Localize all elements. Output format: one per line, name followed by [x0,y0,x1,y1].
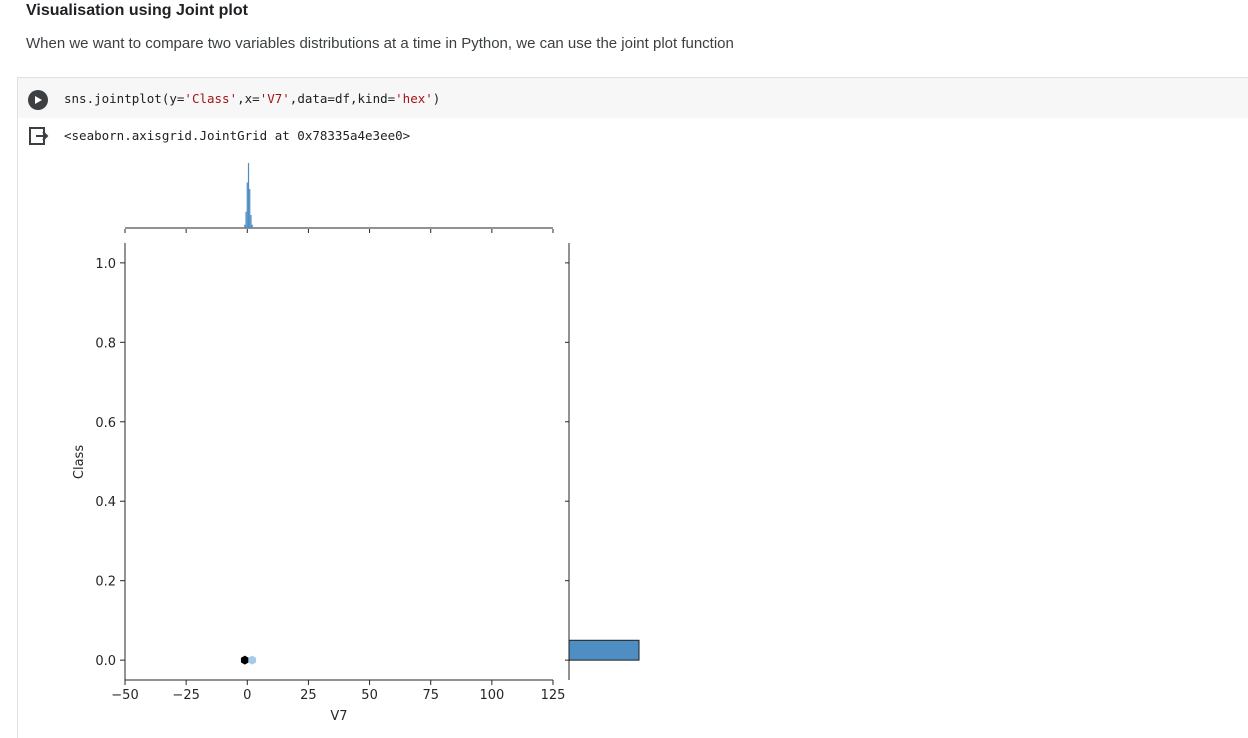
code-token: ,x= [237,91,260,106]
y-tick-label: 0.6 [95,416,116,431]
marginal-x-bar [250,215,252,228]
y-tick-label: 0.2 [95,575,116,590]
cell-output-text: <seaborn.axisgrid.JointGrid at 0x78335a4… [64,128,411,143]
section-description: When we want to compare two variables di… [26,35,734,52]
marginal-x-bar [251,224,253,228]
x-tick-label: 100 [479,688,504,703]
x-tick-label: 75 [422,688,439,703]
code-token: sns.jointplot(y= [64,91,185,106]
y-axis-label: Class [72,445,87,479]
marginal-y-bar [568,639,640,661]
code-cell: sns.jointplot(y='Class',x='V7',data=df,k… [17,77,1248,738]
x-tick-label: 0 [243,688,251,703]
code-input-row[interactable]: sns.jointplot(y='Class',x='V7',data=df,k… [18,78,1248,118]
code-token: ,data=df,kind= [289,91,396,106]
code-string: 'hex' [395,91,433,106]
marginal-x-bar [246,182,248,228]
output-options-icon[interactable] [28,125,50,147]
code-string: 'Class' [184,91,238,106]
section-heading: Visualisation using Joint plot [26,2,248,19]
y-tick-label: 0.4 [95,495,116,510]
x-tick-label: 125 [541,688,566,703]
hexbin-cell [240,655,249,665]
marginal-x-bar [249,189,251,228]
marginal-x-bar [245,211,247,228]
x-tick-label: −50 [111,688,138,703]
code-string: 'V7' [259,91,290,106]
x-tick-label: 25 [300,688,317,703]
marginal-x-bar [247,163,250,228]
code-text[interactable]: sns.jointplot(y='Class',x='V7',data=df,k… [64,91,440,106]
y-tick-label: 1.0 [95,257,116,272]
x-tick-label: 50 [361,688,378,703]
y-tick-label: 0.8 [95,336,116,351]
run-cell-button[interactable] [28,90,48,110]
hexbin-cell [248,655,257,665]
marginal-x-bar [244,224,246,228]
y-tick-label: 0.0 [95,654,116,669]
play-icon [35,96,42,104]
x-tick-label: −25 [172,688,199,703]
code-token: ) [432,91,441,106]
x-axis-label: V7 [330,709,347,724]
